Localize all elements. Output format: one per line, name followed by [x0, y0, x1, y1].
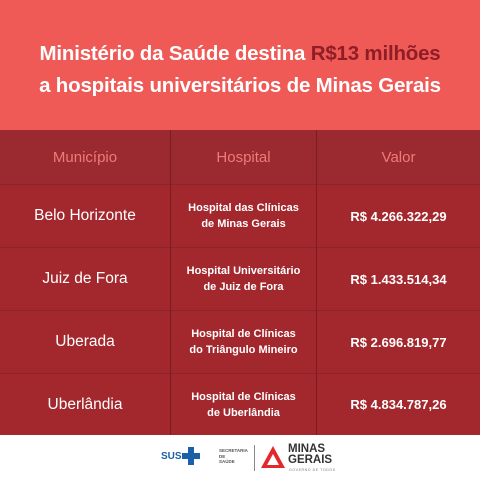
- hospital-line1: Hospital das Clínicas: [188, 202, 299, 214]
- table-row: Juiz de Fora Hospital Universitário de Ju…: [0, 248, 480, 310]
- cell-hospital: Hospital de Clínicas de Uberlândia: [171, 374, 316, 435]
- column-header-hospital: Hospital: [216, 148, 271, 166]
- cell-valor: R$ 2.696.819,77: [350, 334, 447, 350]
- hospital-line2: do Triângulo Mineiro: [189, 344, 298, 356]
- sus-logo: SUS: [161, 447, 201, 467]
- hospital-line2: de Minas Gerais: [201, 218, 286, 230]
- minas-gerais-triangle-icon: [261, 446, 285, 468]
- header-banner: Ministério da Saúde destina R$13 milhões…: [0, 0, 480, 130]
- column-divider: [170, 130, 171, 435]
- column-header-valor: Valor: [381, 148, 416, 166]
- mg-line1: MINAS: [288, 443, 326, 455]
- table-row: Uberlândia Hospital de Clínicas de Uberlâ…: [0, 374, 480, 435]
- cell-municipio: Belo Horizonte: [34, 207, 136, 224]
- table-row: Uberada Hospital de Clínicas do Triângulo…: [0, 311, 480, 373]
- column-divider: [316, 130, 317, 435]
- secretaria-saude-logo: SECRETARIA DE SAÚDE: [219, 448, 251, 465]
- logo-divider: [254, 445, 255, 471]
- cell-valor: R$ 1.433.514,34: [350, 271, 447, 287]
- cell-municipio: Uberada: [55, 333, 115, 350]
- table-header-row: Município Hospital Valor: [0, 130, 480, 184]
- funding-table: Município Hospital Valor Belo Horizonte …: [0, 130, 480, 435]
- secretaria-line1: SECRETARIA DE: [219, 448, 248, 459]
- hospital-line2: de Uberlândia: [207, 406, 280, 419]
- hospital-line1: Hospital Universitário: [186, 265, 301, 277]
- cell-municipio: Uberlândia: [47, 395, 123, 413]
- mg-line2: GERAIS: [288, 454, 333, 466]
- minas-gerais-logo-text: MINAS GERAIS: [288, 443, 333, 466]
- title-highlight-amount: R$13 milhões: [310, 42, 441, 65]
- table-row: Belo Horizonte Hospital das Clínicas de M…: [0, 185, 480, 247]
- cell-hospital: Hospital Universitário de Juiz de Fora: [171, 248, 316, 310]
- cell-municipio: Juiz de Fora: [42, 270, 128, 287]
- hospital-line2: de Juiz de Fora: [203, 281, 284, 293]
- hospital-line1: Hospital de Clínicas: [191, 328, 296, 340]
- title-line1-prefix: Ministério da Saúde destina: [39, 42, 311, 65]
- sus-label: SUS: [161, 451, 182, 462]
- hospital-line1: Hospital de Clínicas: [191, 390, 296, 403]
- secretaria-line2: SAÚDE: [219, 459, 235, 464]
- cell-valor: R$ 4.834.787,26: [350, 397, 447, 412]
- title-line2: a hospitais universitários de Minas Gera…: [39, 74, 441, 97]
- cell-hospital: Hospital de Clínicas do Triângulo Mineiro: [171, 311, 316, 373]
- cell-hospital: Hospital das Clínicas de Minas Gerais: [171, 185, 316, 247]
- cross-icon: [182, 447, 200, 465]
- footer-logos: SUS SECRETARIA DE SAÚDE MINAS GERAIS GOV…: [0, 435, 480, 480]
- cell-valor: R$ 4.266.322,29: [350, 208, 447, 224]
- page-title: Ministério da Saúde destina R$13 milhões…: [0, 38, 480, 102]
- mg-tagline: GOVERNO DE TODOS: [289, 468, 336, 472]
- column-header-municipio: Município: [52, 148, 118, 166]
